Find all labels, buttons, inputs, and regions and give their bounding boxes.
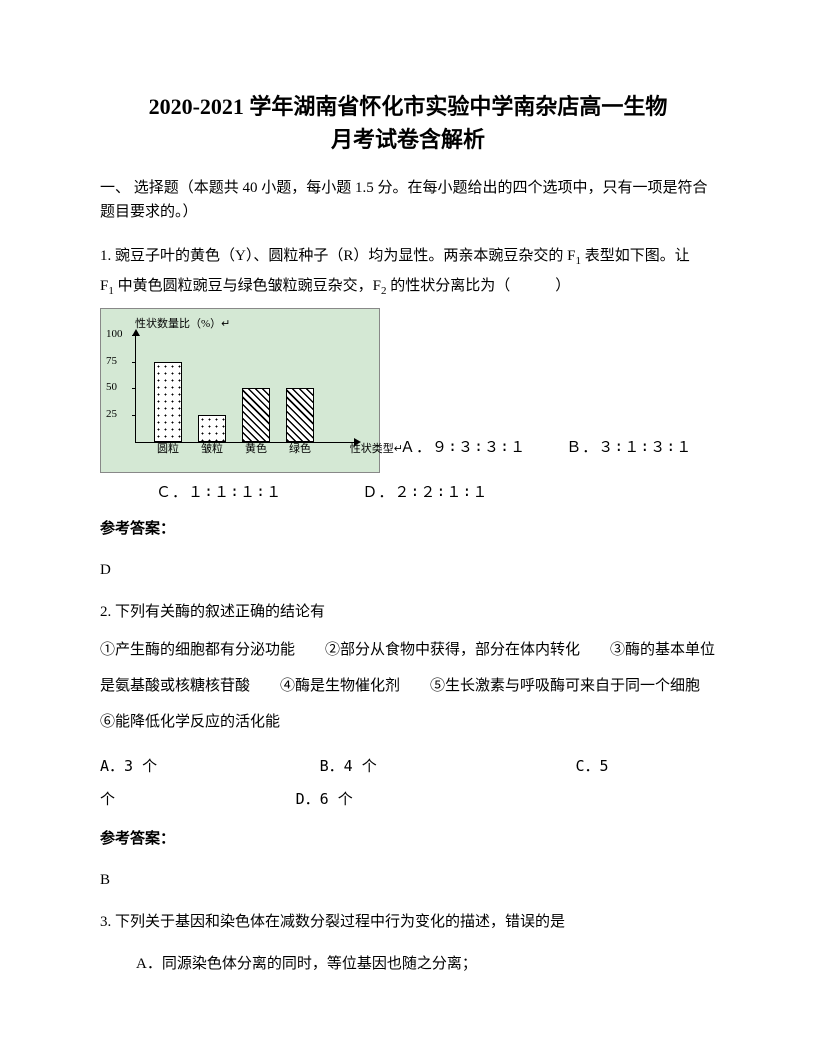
xlabel-1: 皱粒 bbox=[194, 440, 230, 460]
q2-optA: A．3 个 bbox=[100, 757, 157, 775]
section-heading: 一、 选择题（本题共 40 小题，每小题 1.5 分。在每小题给出的四个选项中，… bbox=[100, 176, 716, 224]
question-1: 1. 豌豆子叶的黄色（Y）、圆粒种子（R）均为显性。两亲本豌豆杂交的 F1 表型… bbox=[100, 242, 716, 584]
q1-optA: Ａ．９∶３∶３∶１ bbox=[400, 438, 526, 456]
q2-optB: B．4 个 bbox=[320, 757, 377, 775]
q1-optC: Ｃ．１∶１∶１∶１ bbox=[156, 483, 282, 501]
title-line1: 2020-2021 学年湖南省怀化市实验中学南杂店高一生物 bbox=[149, 94, 668, 119]
q2-stem: 2. 下列有关酶的叙述正确的结论有 bbox=[100, 598, 716, 627]
bar-chart: 性状数量比（%）↵ 100 75 50 25 圆粒 皱粒 黄色 绿色 bbox=[100, 308, 380, 473]
q3-optA: A．同源染色体分离的同时，等位基因也随之分离； bbox=[136, 951, 716, 978]
yline bbox=[132, 415, 136, 416]
q1-answer: D bbox=[100, 557, 716, 584]
q1-text1: 1. 豌豆子叶的黄色（Y）、圆粒种子（R）均为显性。两亲本豌豆杂交的 F bbox=[100, 248, 575, 264]
q1-answer-label: 参考答案： bbox=[100, 516, 716, 543]
q2-optD: D．6 个 bbox=[296, 790, 353, 808]
q1-optB: Ｂ．３∶１∶３∶１ bbox=[566, 438, 692, 456]
q2-answer: B bbox=[100, 867, 716, 894]
q2-answer-label: 参考答案： bbox=[100, 826, 716, 853]
bar-yuanli bbox=[154, 362, 182, 442]
title-line2: 月考试卷含解析 bbox=[331, 127, 485, 152]
q2-optC2: 个 bbox=[100, 790, 115, 808]
question-3: 3. 下列关于基因和染色体在减数分裂过程中行为变化的描述，错误的是 A．同源染色… bbox=[100, 908, 716, 978]
exam-title: 2020-2021 学年湖南省怀化市实验中学南杂店高一生物 月考试卷含解析 bbox=[100, 90, 716, 156]
q1-options-cd: Ｃ．１∶１∶１∶１ Ｄ．２∶２∶１∶１ bbox=[156, 479, 716, 506]
q1-text2b: 的性状分离比为（ ） bbox=[386, 278, 570, 294]
xlabel-0: 圆粒 bbox=[150, 440, 186, 460]
q1-stem: 1. 豌豆子叶的黄色（Y）、圆粒种子（R）均为显性。两亲本豌豆杂交的 F1 表型… bbox=[100, 242, 716, 302]
bar-zhouli bbox=[198, 415, 226, 442]
q2-options: A．3 个 B．4 个 C．5 个 D．6 个 bbox=[100, 750, 716, 816]
ytick-75: 75 bbox=[106, 352, 117, 372]
q2-statements: ①产生酶的细胞都有分泌功能 ②部分从食物中获得，部分在体内转化 ③酶的基本单位是… bbox=[100, 632, 716, 740]
q1-text1b: 表型如下图。让 bbox=[581, 248, 690, 264]
yline bbox=[132, 335, 136, 336]
bar-lvse bbox=[286, 388, 314, 442]
chart-axes: 100 75 50 25 圆粒 皱粒 黄色 绿色 性状类型↵ bbox=[135, 335, 355, 443]
xlabel-2: 黄色 bbox=[238, 440, 274, 460]
q3-stem: 3. 下列关于基因和染色体在减数分裂过程中行为变化的描述，错误的是 bbox=[100, 908, 716, 937]
yline bbox=[132, 362, 136, 363]
question-2: 2. 下列有关酶的叙述正确的结论有 ①产生酶的细胞都有分泌功能 ②部分从食物中获… bbox=[100, 598, 716, 895]
q1-options-ab: Ａ．９∶３∶３∶１ Ｂ．３∶１∶３∶１ bbox=[400, 434, 692, 473]
bar-huangse bbox=[242, 388, 270, 442]
ytick-50: 50 bbox=[106, 378, 117, 398]
yline bbox=[132, 388, 136, 389]
xlabel-3: 绿色 bbox=[282, 440, 318, 460]
q2-optC: C．5 bbox=[575, 757, 608, 775]
xaxis-end: 性状类型↵ bbox=[350, 440, 403, 460]
q1-chart-row: 性状数量比（%）↵ 100 75 50 25 圆粒 皱粒 黄色 绿色 bbox=[100, 308, 716, 473]
ytick-25: 25 bbox=[106, 405, 117, 425]
q1-text2: 中黄色圆粒豌豆与绿色皱粒豌豆杂交，F bbox=[114, 278, 381, 294]
chart-ylabel: 性状数量比（%）↵ bbox=[135, 315, 230, 335]
q1-optD: Ｄ．２∶２∶１∶１ bbox=[362, 483, 488, 501]
ytick-100: 100 bbox=[106, 325, 123, 345]
